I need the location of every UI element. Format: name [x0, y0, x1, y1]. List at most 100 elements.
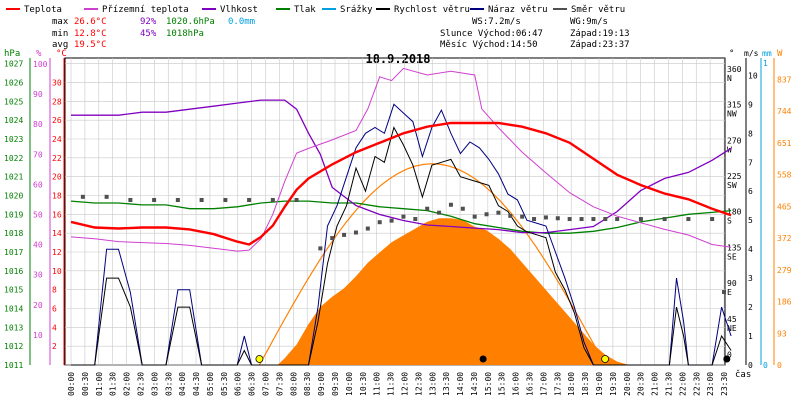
x-tick-label: 16:00 [512, 372, 521, 396]
legend-label-1: Přízemní teplota [102, 5, 189, 15]
stat-avg-temp: 19.5°C [74, 40, 107, 50]
axis-percent-tick: 90 [33, 90, 43, 99]
wind-direction-point [603, 217, 608, 222]
x-tick-label: 17:00 [539, 372, 548, 396]
x-tick-label: 23:00 [706, 372, 715, 396]
x-tick-label: 14:30 [470, 372, 479, 396]
axis-ms-tick: 0 [748, 361, 753, 370]
wind-direction-point [579, 217, 584, 222]
stat-min-pres: 1018hPa [166, 29, 204, 39]
stat-max-hum: 92% [140, 17, 157, 27]
axis-direction-tick: 270 [727, 136, 742, 145]
axis-hpa-tick: 1017 [4, 248, 23, 257]
wind-direction-point [330, 236, 335, 241]
stat-max-temp: 26.6°C [74, 17, 107, 27]
legend-label-7: Směr větru [571, 5, 625, 15]
axis-watt-tick: 279 [777, 266, 792, 275]
axis-mm-title: mm [762, 49, 772, 58]
series-tlak [70, 200, 732, 234]
axis-celsius-tick: 8 [52, 286, 57, 295]
axis-celsius-tick: 6 [52, 304, 57, 313]
wind-direction-point [152, 197, 157, 202]
x-tick-label: 21:30 [664, 372, 673, 396]
x-tick-label: 04:00 [178, 372, 187, 396]
axis-hpa-tick: 1011 [4, 361, 23, 370]
axis-celsius-tick: 22 [52, 154, 62, 163]
axis-celsius-title: °C [56, 49, 67, 59]
wind-direction-point [104, 194, 109, 199]
x-tick-label: 07:00 [262, 372, 271, 396]
x-tick-label: 00:30 [81, 372, 90, 396]
axis-celsius-tick: 18 [52, 191, 62, 200]
axis-percent-tick: 80 [33, 120, 43, 129]
axis-percent-tick: 30 [33, 271, 43, 280]
info-wg: WG:9m/s [570, 17, 608, 27]
wind-direction-point [460, 206, 465, 211]
x-tick-label: 06:30 [248, 372, 257, 396]
axis-watt-tick: 372 [777, 234, 792, 243]
axis-percent-tick: 60 [33, 180, 43, 189]
x-tick-label: 07:30 [275, 372, 284, 396]
axis-hpa-tick: 1024 [4, 116, 23, 125]
axis-celsius-tick: 30 [52, 78, 62, 87]
axis-watt-tick: 0 [777, 361, 782, 370]
axis-percent-tick: 10 [33, 331, 43, 340]
info-ws: WS:7.2m/s [472, 17, 521, 27]
axis-watt-tick: 558 [777, 171, 792, 180]
legend-label-0: Teplota [24, 5, 62, 15]
wind-direction-point [472, 214, 477, 219]
x-tick-label: 10:00 [345, 372, 354, 396]
wind-direction-point [437, 210, 442, 215]
legend-label-3: Tlak [294, 5, 316, 15]
axis-percent-tick: 70 [33, 150, 43, 159]
wind-direction-point [448, 202, 453, 207]
axis-ms-tick: 9 [748, 100, 753, 109]
axis-celsius-tick: 20 [52, 173, 62, 182]
wind-direction-point [496, 210, 501, 215]
legend-label-2: Vlhkost [220, 5, 258, 15]
axis-celsius-tick: 12 [52, 248, 62, 257]
stat-min-label: min [52, 29, 68, 39]
axis-hpa-title: hPa [4, 49, 20, 59]
info-block: WS:7.2m/s WG:9m/s Slunce Východ:06:47 Zá… [440, 17, 630, 50]
series-p-zemn-teplota [70, 67, 732, 252]
axis-celsius-tick: 24 [52, 135, 62, 144]
x-tick-label: 13:30 [442, 372, 451, 396]
axis-ms-tick: 1 [748, 332, 753, 341]
x-tick-label: 22:00 [678, 372, 687, 396]
axis-hpa-tick: 1013 [4, 323, 23, 332]
axis-celsius-tick: 10 [52, 267, 62, 276]
axis-hpa-tick: 1018 [4, 229, 23, 238]
sun-theoretical-curve [258, 163, 606, 366]
wind-direction-point [247, 197, 252, 202]
x-tick-label: 04:30 [192, 372, 201, 396]
axis-hpa-tick: 1016 [4, 267, 23, 276]
x-axis-label: čas [735, 369, 751, 380]
axis-ms-tick: 8 [748, 129, 753, 138]
stat-min-hum: 45% [140, 29, 157, 39]
axis-ms-title: m/s [744, 49, 759, 58]
x-tick-label: 18:00 [567, 372, 576, 396]
wind-direction-point [686, 217, 691, 222]
axis-ms-tick: 4 [748, 245, 753, 254]
axis-direction-tick: N [727, 74, 732, 83]
sunset-marker [601, 355, 610, 363]
axis-hpa-tick: 1015 [4, 286, 23, 295]
series-vlhkost [71, 99, 732, 234]
wind-direction-point [591, 217, 596, 222]
axis-direction-tick: E [727, 288, 732, 297]
info-mesic: Měsíc Východ:14:50 [440, 40, 538, 50]
x-tick-label: 20:30 [637, 372, 646, 396]
wind-direction-point [80, 194, 85, 199]
wind-direction-point [520, 214, 525, 219]
axis-direction-tick: NW [727, 110, 737, 119]
wind-direction-point [615, 217, 620, 222]
axis-direction-tick: S [727, 217, 732, 226]
wind-direction-point [389, 218, 394, 223]
axis-ms-tick: 6 [748, 187, 753, 196]
legend-label-4: Srážky [340, 5, 373, 15]
x-tick-label: 05:30 [220, 372, 229, 396]
x-tick-label: 02:00 [123, 372, 132, 396]
sunrise-marker [255, 355, 264, 363]
